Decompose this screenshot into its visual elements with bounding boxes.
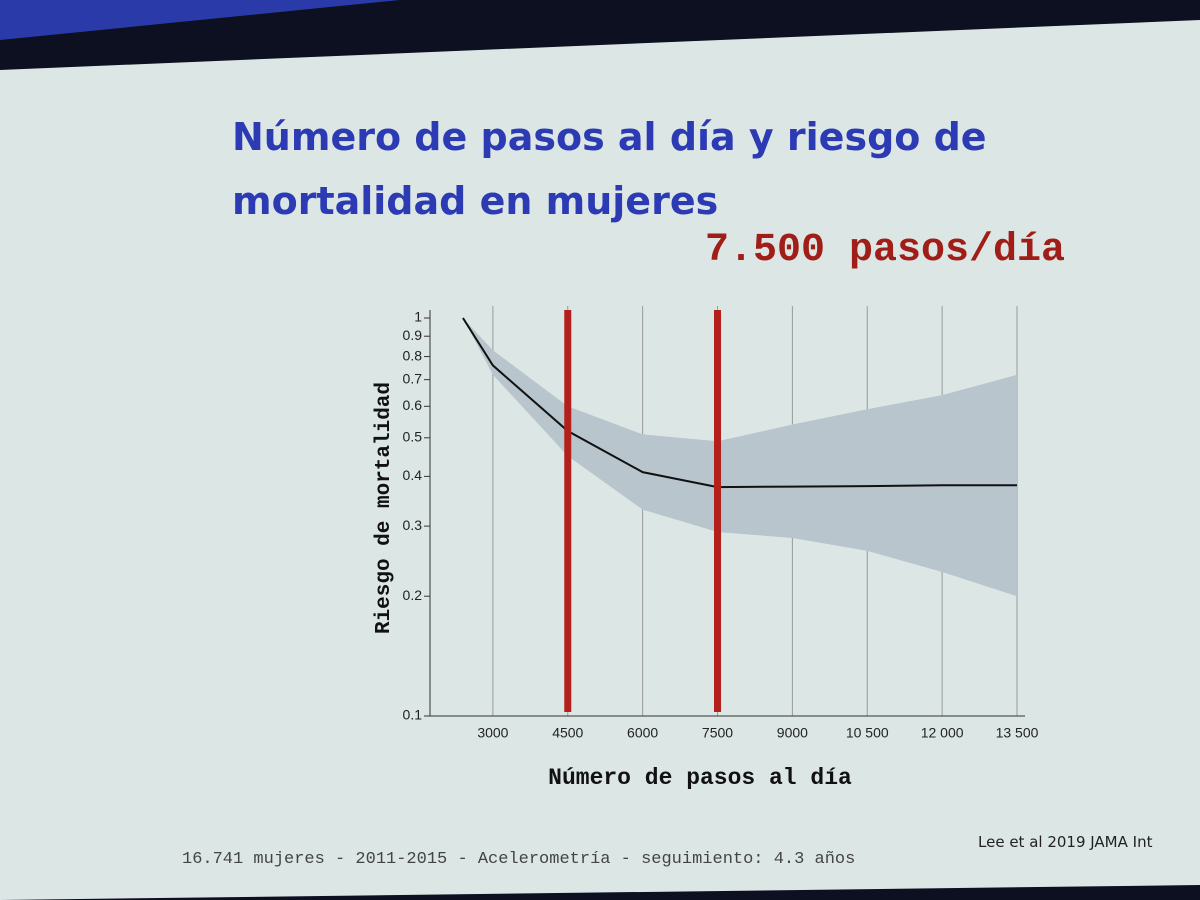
x-tick-label: 13 500 xyxy=(996,725,1039,741)
y-tick-label: 0.4 xyxy=(403,467,423,483)
confidence-band xyxy=(462,318,1018,597)
y-tick-label: 0.5 xyxy=(403,429,423,445)
x-tick-label: 4500 xyxy=(552,725,583,741)
title: Número de pasos al día y riesgo de morta… xyxy=(232,115,987,223)
x-axis-label: Número de pasos al día xyxy=(548,765,852,791)
x-tick-label: 6000 xyxy=(627,725,658,741)
x-tick-label: 12 000 xyxy=(921,725,964,741)
y-tick-label: 0.2 xyxy=(403,587,423,603)
y-tick-label: 0.1 xyxy=(403,707,423,723)
y-tick-label: 0.6 xyxy=(403,397,423,413)
projector-edge xyxy=(0,0,400,40)
y-tick-label: 0.9 xyxy=(403,327,423,343)
x-tick-label: 10 500 xyxy=(846,725,889,741)
y-tick-label: 0.8 xyxy=(403,347,423,363)
x-tick-label: 3000 xyxy=(477,725,508,741)
annotation: 7.500 pasos/día xyxy=(705,228,1066,273)
y-axis-label: Riesgo de mortalidad xyxy=(373,381,396,635)
source: Lee et al 2019 JAMA Int xyxy=(978,833,1153,851)
y-tick-label: 0.7 xyxy=(403,370,423,386)
x-tick-label: 7500 xyxy=(702,725,733,741)
x-tick-label: 9000 xyxy=(777,725,808,741)
footnote: 16.741 mujeres - 2011-2015 - Acelerometr… xyxy=(182,850,856,869)
y-tick-label: 1 xyxy=(414,309,422,325)
y-tick-label: 0.3 xyxy=(403,517,423,533)
